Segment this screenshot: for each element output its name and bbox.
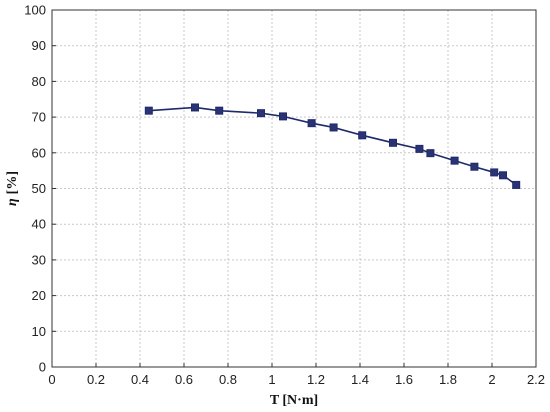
data-point-marker: [512, 180, 521, 189]
data-point-marker: [257, 109, 265, 118]
y-tick-label: 30: [32, 252, 46, 267]
x-tick-label: 1.8: [439, 372, 457, 387]
plot-frame: [51, 9, 537, 368]
x-tick-label: 1: [268, 372, 275, 387]
x-tick-label: 1.6: [395, 372, 413, 387]
grid-lines: [51, 9, 537, 368]
data-point-marker: [426, 149, 435, 158]
y-tick-label: 70: [32, 110, 46, 125]
data-point-marker: [279, 112, 287, 121]
y-axis-unit: [%]: [5, 171, 20, 194]
y-tick-label: 20: [32, 288, 46, 303]
y-tick-label: 10: [32, 324, 46, 339]
y-tick-label: 60: [32, 145, 46, 160]
y-tick-label: 40: [32, 217, 46, 232]
x-axis-title: T [N·m]: [270, 393, 318, 408]
y-tick-label: 80: [32, 74, 46, 89]
data-point-marker: [499, 171, 507, 180]
x-tick-label: 0.8: [219, 372, 237, 387]
x-tick-label: 1.2: [307, 372, 325, 387]
data-point-marker: [470, 162, 479, 171]
data-point-marker: [389, 138, 397, 147]
efficiency-series-line: [148, 106, 517, 186]
y-axis-title: η [%]: [5, 171, 20, 206]
data-point-marker: [144, 106, 153, 115]
x-tick-label: 0.6: [175, 372, 193, 387]
x-tick-label: 2.2: [527, 372, 545, 387]
y-tick-labels: 0 10 20 30 40 50 60 70 80 90 100: [24, 3, 46, 375]
y-tick-label: 100: [24, 3, 46, 18]
x-tick-labels: 0 0.2 0.4 0.6 0.8 1 1.2 1.4 1.6 1.8 2 2.2: [48, 372, 545, 387]
efficiency-series-markers: [144, 103, 521, 189]
data-point-marker: [358, 131, 367, 140]
x-tick-label: 0.4: [131, 372, 149, 387]
data-point-marker: [415, 144, 424, 153]
x-tick-label: 0: [48, 372, 55, 387]
y-tick-label: 90: [32, 38, 46, 53]
x-tick-label: 0.2: [87, 372, 105, 387]
data-point-marker: [191, 103, 199, 112]
data-point-marker: [215, 106, 224, 115]
data-point-marker: [307, 119, 316, 128]
x-tick-label: 1.4: [351, 372, 369, 387]
y-tick-label: 0: [39, 360, 46, 375]
data-point-marker: [329, 123, 338, 132]
data-point-marker: [490, 168, 499, 177]
y-tick-label: 50: [32, 181, 46, 196]
data-point-marker: [450, 156, 459, 165]
x-tick-label: 2: [488, 372, 495, 387]
y-axis-symbol: η: [5, 198, 20, 206]
